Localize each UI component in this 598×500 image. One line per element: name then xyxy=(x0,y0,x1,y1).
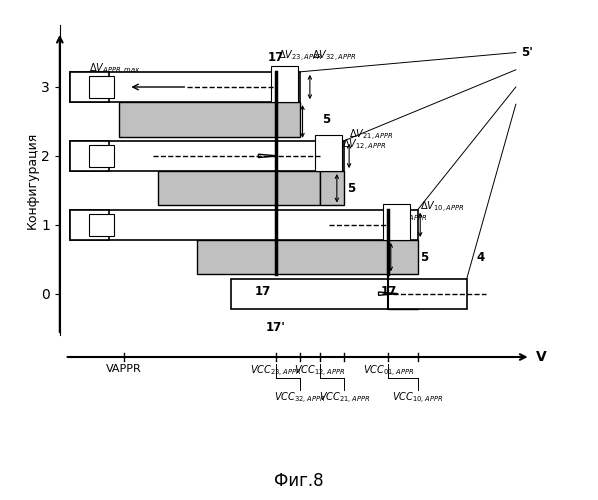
Bar xyxy=(69,140,109,171)
Text: 5: 5 xyxy=(420,250,428,264)
Text: 17: 17 xyxy=(267,50,283,64)
Text: 5': 5' xyxy=(521,46,533,59)
Text: $VCC_{10,APPR}$: $VCC_{10,APPR}$ xyxy=(392,391,444,406)
Bar xyxy=(231,278,467,309)
Text: 5: 5 xyxy=(347,182,355,195)
Text: $VCC_{32,APPR}$: $VCC_{32,APPR}$ xyxy=(274,391,326,406)
Text: $VCC_{23,APPR}$: $VCC_{23,APPR}$ xyxy=(250,364,301,380)
Text: $VCC_{12,APPR}$: $VCC_{12,APPR}$ xyxy=(294,364,346,380)
Text: $\Delta V_{01,APPR}$: $\Delta V_{01,APPR}$ xyxy=(383,210,428,226)
Text: 5": 5" xyxy=(69,156,84,170)
Bar xyxy=(89,214,114,236)
Bar xyxy=(271,66,298,102)
Text: $\Delta V_{21,APPR}$: $\Delta V_{21,APPR}$ xyxy=(349,128,393,143)
Text: $\Delta V_{APPR,max}$: $\Delta V_{APPR,max}$ xyxy=(89,62,141,78)
Bar xyxy=(69,210,418,240)
Bar xyxy=(89,145,114,167)
Y-axis label: Конфигурация: Конфигурация xyxy=(26,132,38,228)
Text: VAPPR: VAPPR xyxy=(106,364,141,374)
Text: V: V xyxy=(535,350,546,364)
Bar xyxy=(158,171,320,205)
Bar xyxy=(315,135,342,171)
Text: 4: 4 xyxy=(477,250,485,264)
Text: 17: 17 xyxy=(255,284,271,298)
Text: $\Delta V_{32,APPR}$: $\Delta V_{32,APPR}$ xyxy=(312,49,357,64)
Text: 17': 17' xyxy=(266,320,285,334)
Bar xyxy=(89,76,114,98)
Bar xyxy=(69,140,344,171)
Bar xyxy=(69,72,109,102)
Text: $\Delta V_{23,APPR}$: $\Delta V_{23,APPR}$ xyxy=(278,49,322,64)
Text: $VCC_{21,APPR}$: $VCC_{21,APPR}$ xyxy=(319,391,370,406)
Bar xyxy=(69,210,109,240)
Bar xyxy=(388,240,418,274)
Bar xyxy=(276,102,300,136)
Text: 5: 5 xyxy=(322,113,330,126)
Bar xyxy=(320,171,344,205)
Bar xyxy=(69,72,300,102)
Text: $\Delta V_{12,APPR}$: $\Delta V_{12,APPR}$ xyxy=(341,138,386,153)
Text: 17: 17 xyxy=(380,284,396,298)
Text: Фиг.8: Фиг.8 xyxy=(274,472,324,490)
Bar xyxy=(197,240,388,274)
Bar xyxy=(118,102,276,136)
Text: $\Delta V_{10,APPR}$: $\Delta V_{10,APPR}$ xyxy=(420,200,465,215)
Bar xyxy=(388,278,418,309)
Text: $VCC_{01,APPR}$: $VCC_{01,APPR}$ xyxy=(362,364,414,380)
Bar xyxy=(383,204,410,240)
